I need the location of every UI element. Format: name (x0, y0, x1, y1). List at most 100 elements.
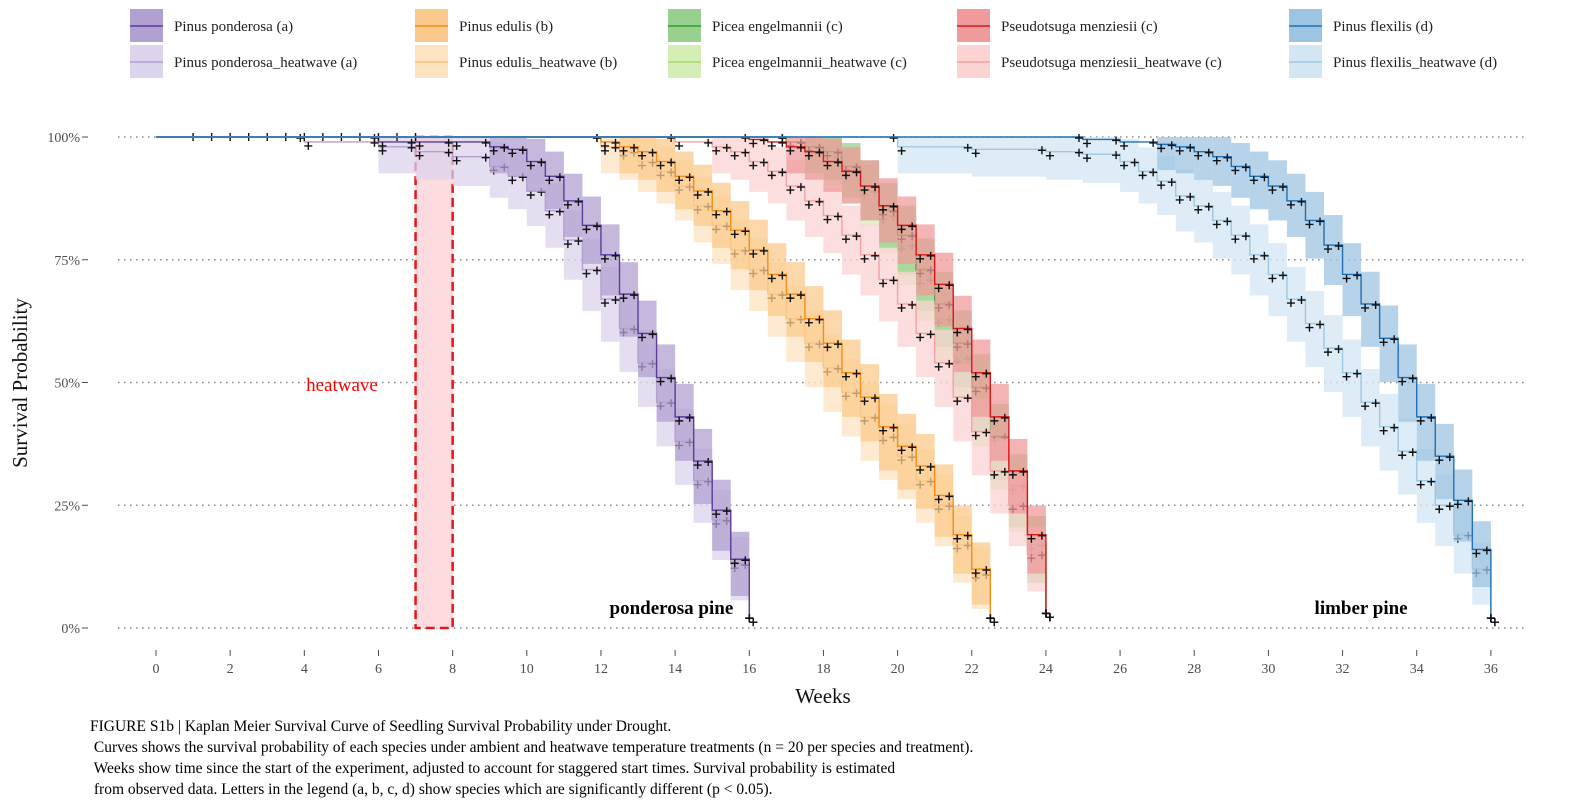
censor-mark (1231, 166, 1240, 175)
censor-mark (990, 416, 999, 425)
censor-mark (871, 394, 880, 403)
censor-mark (563, 240, 572, 249)
censor-mark (1194, 151, 1203, 160)
censor-mark (370, 134, 379, 142)
censor-mark (619, 294, 628, 303)
censor-mark (1157, 181, 1166, 190)
censor-mark (1223, 217, 1232, 226)
censor-mark (833, 158, 842, 167)
censor-mark (1149, 168, 1158, 177)
censor-mark (1212, 220, 1221, 229)
censor-mark (916, 254, 925, 263)
censor-mark (722, 143, 731, 152)
censor-mark (889, 423, 898, 432)
censor-mark (730, 230, 739, 239)
ci-band (1361, 271, 1380, 347)
x-tick-label: 36 (1484, 662, 1498, 677)
ci-band (1324, 315, 1343, 393)
ci-band (841, 339, 861, 417)
censor-mark (759, 246, 768, 255)
ci-band (990, 383, 1009, 461)
censor-mark (1019, 467, 1028, 476)
censor-mark (1390, 335, 1399, 344)
ci-band (841, 205, 861, 275)
censor-mark (860, 186, 869, 195)
censor-mark (508, 176, 517, 185)
censor-mark (879, 279, 888, 288)
legend-label: Pseudotsuga menziesii_heatwave (c) (1001, 55, 1222, 71)
censor-mark (889, 202, 898, 211)
ci-band (749, 219, 768, 291)
ci-band (749, 138, 768, 192)
ci-band (1157, 137, 1176, 170)
censor-mark (1112, 151, 1121, 160)
x-axis-title: Weeks (795, 684, 850, 708)
censor-mark (815, 315, 824, 324)
ci-band (693, 428, 713, 504)
censor-mark (1342, 274, 1351, 283)
censor-mark (908, 300, 917, 309)
censor-mark (741, 148, 750, 157)
censor-mark (1371, 300, 1380, 309)
annotations: heatwave ponderosa pine limber pine (306, 375, 1408, 619)
censor-mark (749, 249, 758, 258)
censor-mark (555, 173, 564, 182)
ci-band (934, 252, 954, 327)
censor-mark (778, 168, 787, 177)
series-5 (156, 134, 1054, 622)
ci-band (1231, 205, 1250, 275)
ci-band (693, 164, 713, 227)
ci-band (489, 137, 509, 174)
censor-mark (1464, 497, 1473, 506)
censor-mark (982, 428, 991, 437)
x-tick-label: 2 (227, 662, 234, 677)
ci-band (1008, 438, 1028, 514)
censor-mark (685, 173, 694, 182)
censor-mark (786, 294, 795, 303)
censor-mark (526, 161, 535, 170)
censor-mark (1416, 480, 1425, 489)
censor-mark (1286, 299, 1295, 308)
ci-band (508, 137, 527, 177)
x-tick-label: 6 (375, 662, 382, 677)
censor-mark (841, 171, 850, 180)
x-tick-label: 34 (1410, 662, 1424, 677)
ci-band (767, 147, 787, 204)
censor-mark (563, 200, 572, 209)
censor-mark (1112, 136, 1121, 145)
censor-mark (786, 146, 795, 155)
censor-mark (971, 569, 980, 578)
censor-mark (1000, 467, 1009, 476)
censor-mark (1316, 217, 1325, 226)
censor-mark (712, 146, 721, 155)
censor-mark (860, 397, 869, 406)
censor-mark (407, 138, 416, 147)
series-8 (156, 134, 1499, 627)
censor-mark (1075, 148, 1083, 157)
series-4 (156, 134, 1054, 622)
censor-mark (871, 251, 880, 260)
censor-mark (897, 146, 906, 155)
censor-mark (841, 372, 850, 381)
censor-mark (444, 148, 453, 157)
ci-band (786, 137, 805, 174)
series-layer (156, 133, 1499, 627)
censor-mark (1175, 195, 1184, 204)
legend-label: Pinus flexilis (d) (1333, 19, 1433, 35)
censor-mark (1120, 141, 1129, 150)
censor-mark (444, 138, 453, 147)
censor-mark (749, 139, 758, 148)
species-annotation: ponderosa pine (610, 598, 734, 619)
censor-mark (953, 328, 962, 337)
ci-band (860, 160, 880, 221)
censor-mark (600, 299, 609, 308)
legend-label: Pinus flexilis_heatwave (d) (1333, 55, 1497, 71)
censor-mark (1353, 369, 1362, 378)
ci-band (1305, 191, 1325, 259)
censor-mark (1249, 176, 1258, 185)
censor-mark (1249, 254, 1258, 263)
censor-mark (619, 146, 628, 155)
censor-mark (500, 143, 509, 152)
x-tick-label: 12 (594, 662, 608, 677)
censor-mark (1445, 502, 1454, 511)
